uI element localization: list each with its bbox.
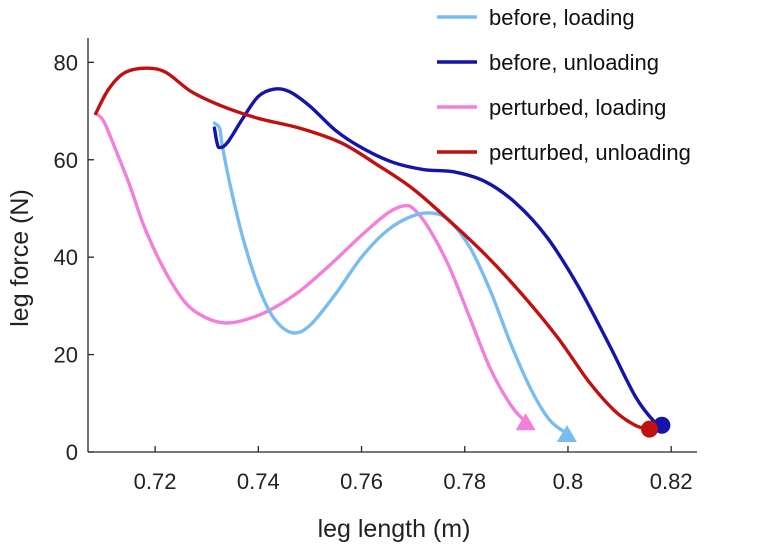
y-tick-label: 20	[54, 343, 78, 368]
legend-label-perturbed-unloading: perturbed, unloading	[489, 140, 691, 165]
y-tick-label: 40	[54, 245, 78, 270]
end-marker-circle-perturbed-unloading	[641, 420, 659, 438]
x-tick-label: 0.78	[443, 469, 486, 494]
legend-label-before-loading: before, loading	[489, 5, 635, 30]
legend-label-perturbed-loading: perturbed, loading	[489, 95, 666, 120]
y-axis-title: leg force (N)	[6, 189, 34, 327]
series-line-perturbed-unloading	[94, 66, 652, 431]
end-marker-triangle-before-loading	[556, 424, 577, 442]
y-tick-label: 60	[54, 148, 78, 173]
y-axis-title-group: leg force (N)	[6, 189, 34, 327]
y-tick-label: 80	[54, 50, 78, 75]
x-axis-title: leg length (m)	[318, 515, 471, 543]
series-line-before-loading	[212, 121, 569, 436]
series-line-before-unloading	[212, 87, 664, 427]
x-tick-label: 0.72	[134, 469, 177, 494]
x-tick-label: 0.8	[553, 469, 584, 494]
y-tick-label: 0	[66, 440, 78, 465]
x-tick-label: 0.74	[237, 469, 280, 494]
end-marker-triangle-perturbed-loading	[515, 413, 536, 431]
legend-label-before-unloading: before, unloading	[489, 50, 659, 75]
x-tick-label: 0.76	[340, 469, 383, 494]
series-line-perturbed-loading	[94, 111, 528, 424]
x-tick-label: 0.82	[650, 469, 693, 494]
